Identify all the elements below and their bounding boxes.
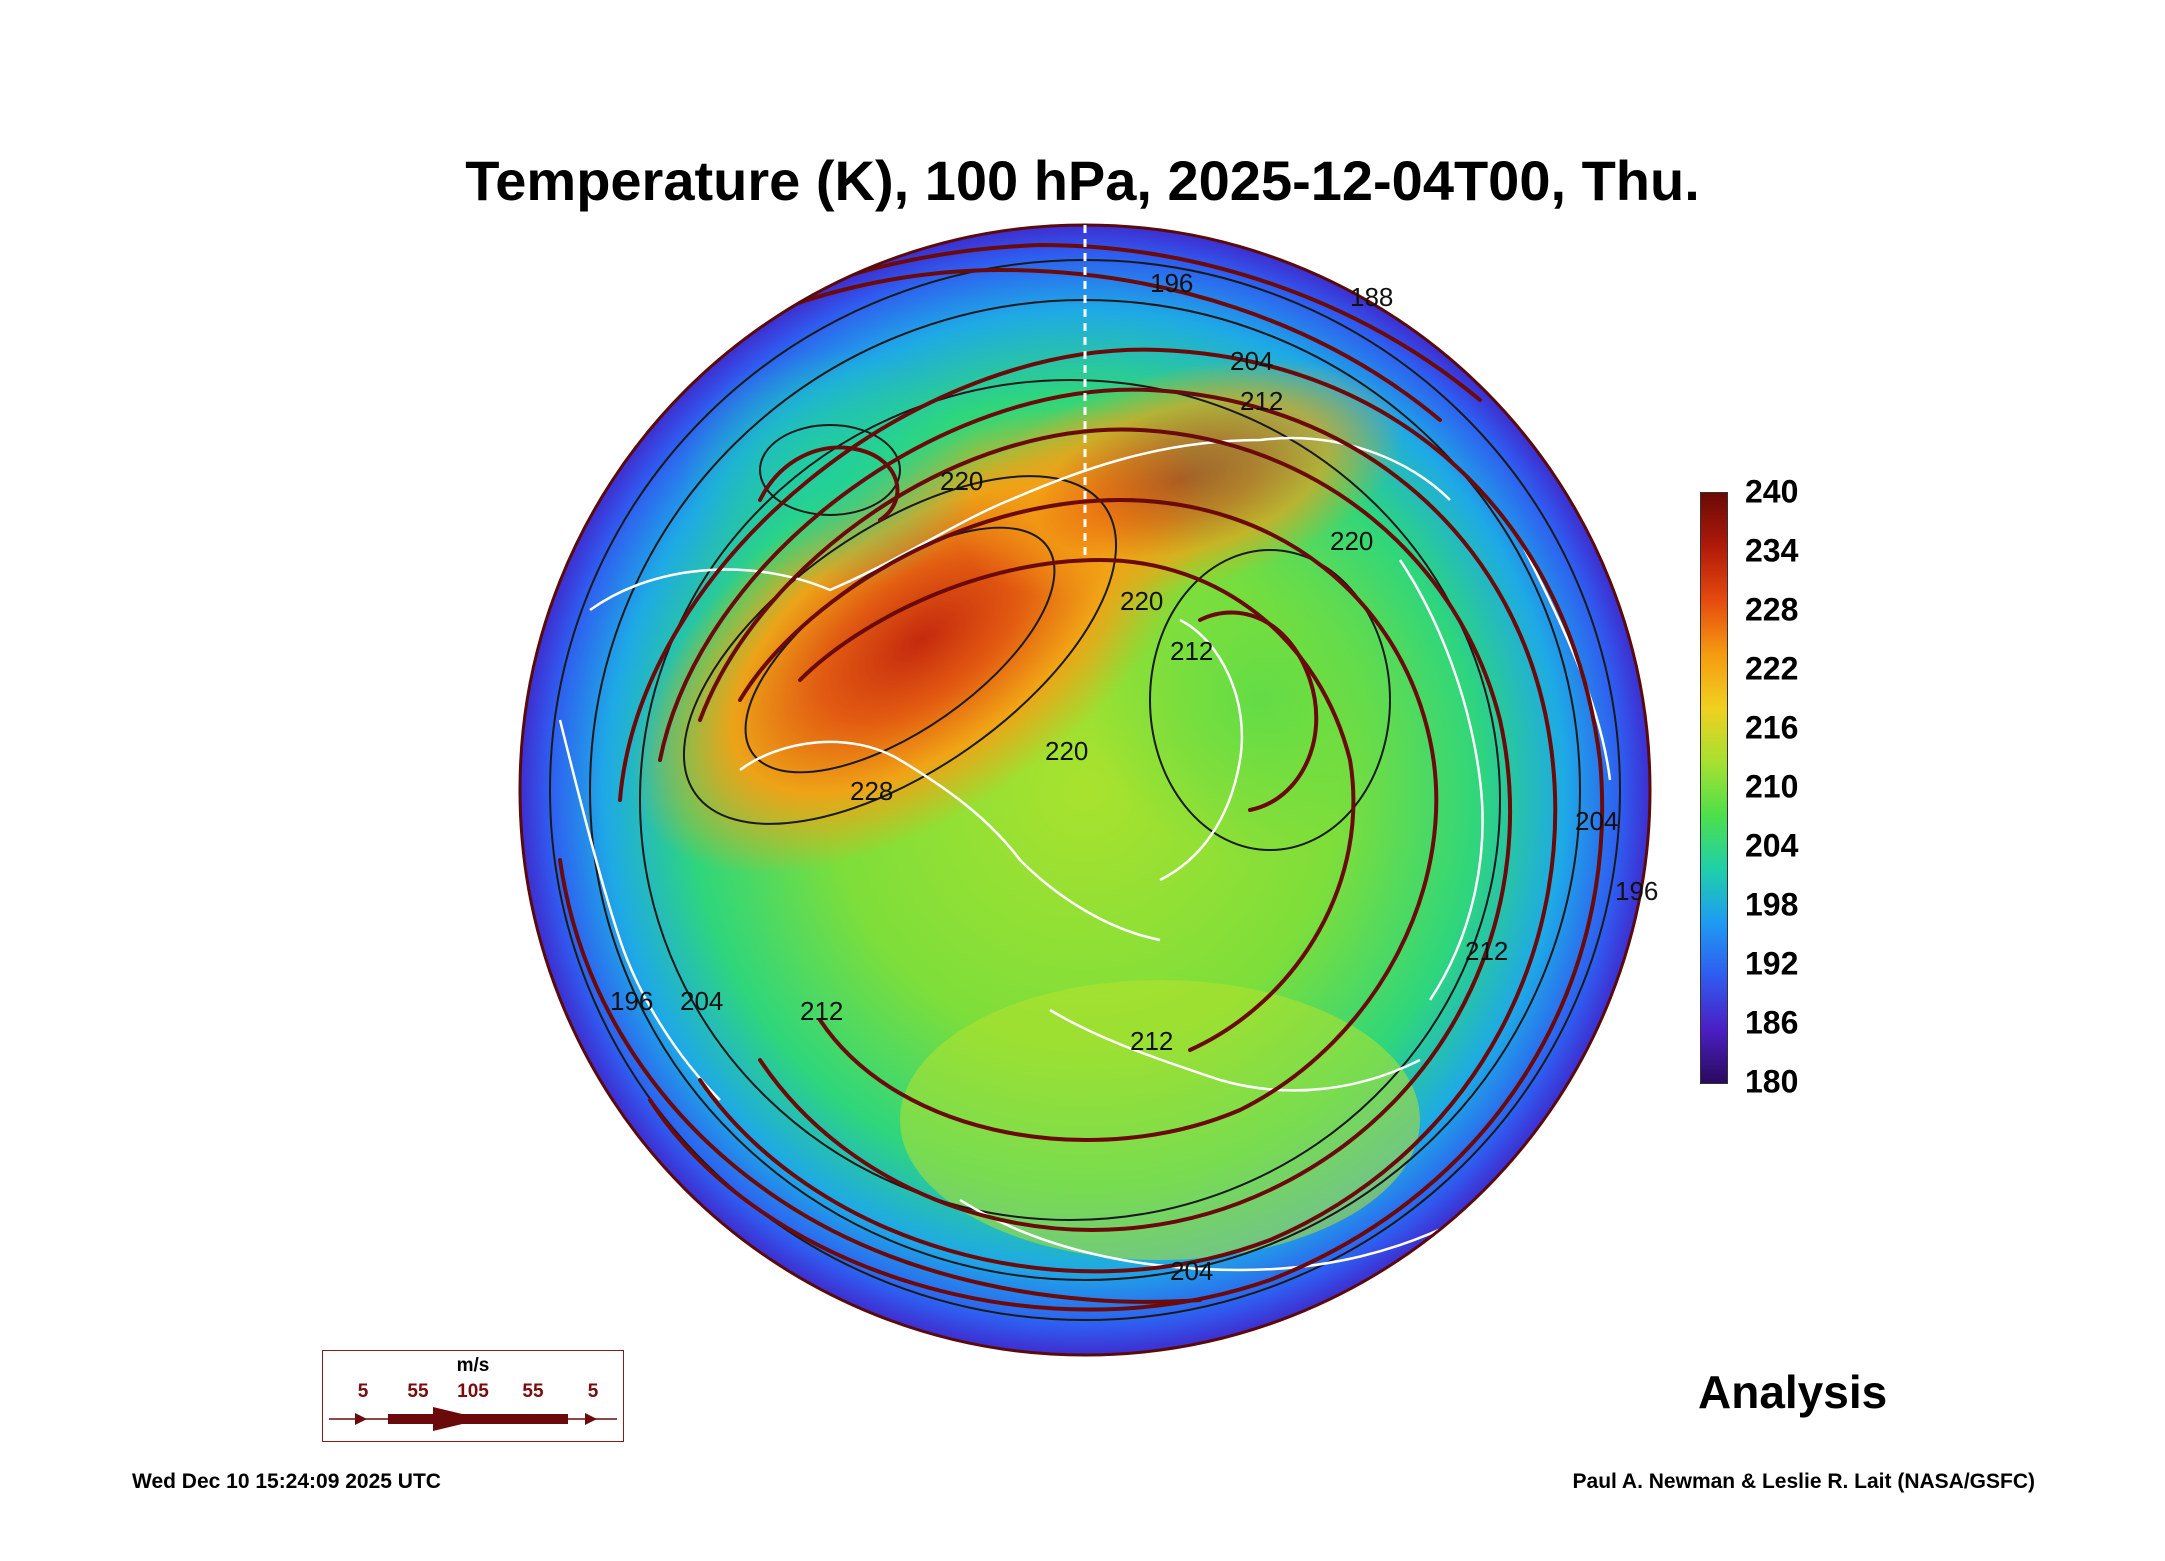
- legend-arrow: [329, 1407, 617, 1431]
- colorbar-tick-label: 216: [1745, 709, 1799, 746]
- colorbar-tick-label: 240: [1745, 473, 1799, 510]
- colorbar-tick-label: 186: [1745, 1004, 1799, 1041]
- contour-label: 212: [1465, 936, 1508, 966]
- colorbar: [1700, 492, 1728, 1084]
- legend-speed: 55: [522, 1381, 544, 1402]
- colorbar-tick-label: 228: [1745, 591, 1799, 628]
- colorbar-tick-label: 192: [1745, 945, 1799, 982]
- legend-speed: 105: [457, 1381, 489, 1402]
- credit: Paul A. Newman & Leslie R. Lait (NASA/GS…: [1572, 1470, 2035, 1493]
- legend-speed: 5: [357, 1381, 369, 1402]
- colorbar-tick-label: 204: [1745, 827, 1799, 864]
- colorbar-tick-label: 198: [1745, 886, 1799, 923]
- contour-label: 188: [1350, 282, 1393, 312]
- colorbar-tick-label: 234: [1745, 532, 1799, 569]
- wind-speed-legend: m/s 5 55 105 55 5: [322, 1350, 624, 1442]
- legend-speed: 5: [587, 1381, 599, 1402]
- contour-label: 196: [610, 986, 653, 1016]
- timestamp: Wed Dec 10 15:24:09 2025 UTC: [132, 1470, 441, 1493]
- contour-label: 220: [940, 466, 983, 496]
- colorbar-tick-label: 210: [1745, 768, 1799, 805]
- colorbar-tick-label: 180: [1745, 1063, 1799, 1100]
- legend-unit: m/s: [456, 1355, 490, 1376]
- contour-label: 204: [1230, 346, 1273, 376]
- contour-label: 228: [850, 776, 893, 806]
- contour-label: 220: [1330, 526, 1373, 556]
- contour-label: 212: [1170, 636, 1213, 666]
- temperature-field: [520, 225, 1650, 1355]
- chart-title: Temperature (K), 100 hPa, 2025-12-04T00,…: [465, 149, 1700, 212]
- contour-label: 220: [1045, 736, 1088, 766]
- contour-label: 212: [1130, 1026, 1173, 1056]
- contour-label: 212: [1240, 386, 1283, 416]
- colorbar-tick-label: 222: [1745, 650, 1799, 687]
- coastlines: [558, 436, 1612, 1272]
- contour-label: 204: [1170, 1256, 1213, 1286]
- contour-label: 204: [1575, 806, 1618, 836]
- analysis-label: Analysis: [1698, 1366, 1888, 1418]
- contour-label: 212: [800, 996, 843, 1026]
- contour-labels: 196 188 204 212 220 220 220 220 228 212 …: [610, 268, 1658, 1286]
- contour-label: 220: [1120, 586, 1163, 616]
- contour-label: 196: [1150, 268, 1193, 298]
- contour-label: 196: [1615, 876, 1658, 906]
- contour-label: 204: [680, 986, 723, 1016]
- legend-speed: 55: [407, 1381, 429, 1402]
- wind-streamlines: [558, 242, 1605, 1312]
